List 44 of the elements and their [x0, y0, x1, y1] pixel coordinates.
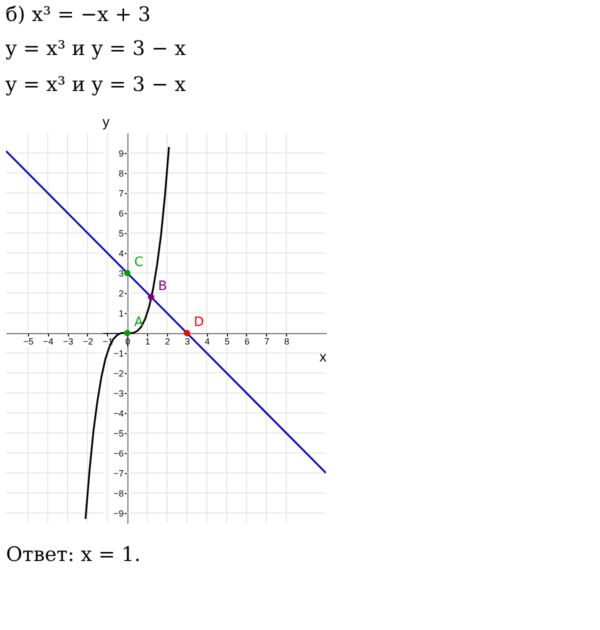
- x-tick-label: −3: [62, 336, 74, 346]
- y-tick-label: 4: [118, 248, 124, 258]
- y-tick-label: −4: [113, 408, 124, 418]
- y-tick-label: −3: [113, 388, 124, 398]
- x-tick-label: 2: [164, 336, 170, 346]
- y-tick-label: 8: [118, 168, 124, 178]
- y-tick-label: −5: [113, 428, 124, 438]
- series-label: B: [158, 279, 168, 294]
- point: [124, 330, 130, 336]
- x-tick-label: 3: [184, 336, 190, 346]
- chart-title: б) x³ = −x + 3: [6, 2, 151, 26]
- x-tick-label: 5: [224, 336, 230, 346]
- x-tick-label: −2: [82, 336, 94, 346]
- text: Ответ: x = 1.: [6, 542, 141, 566]
- y-axis-title: y: [102, 114, 110, 130]
- x-axis-title: x: [320, 348, 326, 364]
- point: [184, 330, 190, 336]
- x-tick-label: 6: [244, 336, 250, 346]
- x-tick-label: 7: [264, 336, 270, 346]
- point: [148, 294, 154, 300]
- y-tick-label: −9: [113, 508, 124, 518]
- y-tick-label: −7: [113, 468, 124, 478]
- x-tick-label: −5: [23, 336, 34, 346]
- x-tick-label: 1: [145, 336, 150, 346]
- series-label: D: [194, 315, 204, 330]
- y-tick-label: −8: [113, 488, 124, 498]
- x-tick-label: 4: [204, 336, 210, 346]
- series-label: C: [134, 255, 144, 270]
- y-tick-label: 6: [118, 208, 124, 218]
- text: y = x³ и y = 3 − x: [6, 72, 186, 96]
- x-tick-label: 8: [284, 336, 290, 346]
- point: [124, 270, 130, 276]
- series-label: A: [134, 315, 144, 330]
- y-tick-label: 3: [118, 268, 124, 278]
- y-tick-label: −2: [113, 368, 124, 378]
- y-tick-label: 1: [118, 308, 124, 318]
- x-tick-label: −4: [43, 336, 54, 346]
- text: y = x³ и y = 3 − x: [6, 36, 186, 60]
- y-tick-label: −1: [113, 348, 124, 358]
- y-tick-label: 9: [118, 148, 124, 158]
- y-tick-label: 2: [118, 288, 124, 298]
- y-tick-label: 5: [118, 228, 124, 238]
- y-tick-label: −6: [113, 448, 124, 458]
- y-tick-label: 7: [118, 188, 124, 198]
